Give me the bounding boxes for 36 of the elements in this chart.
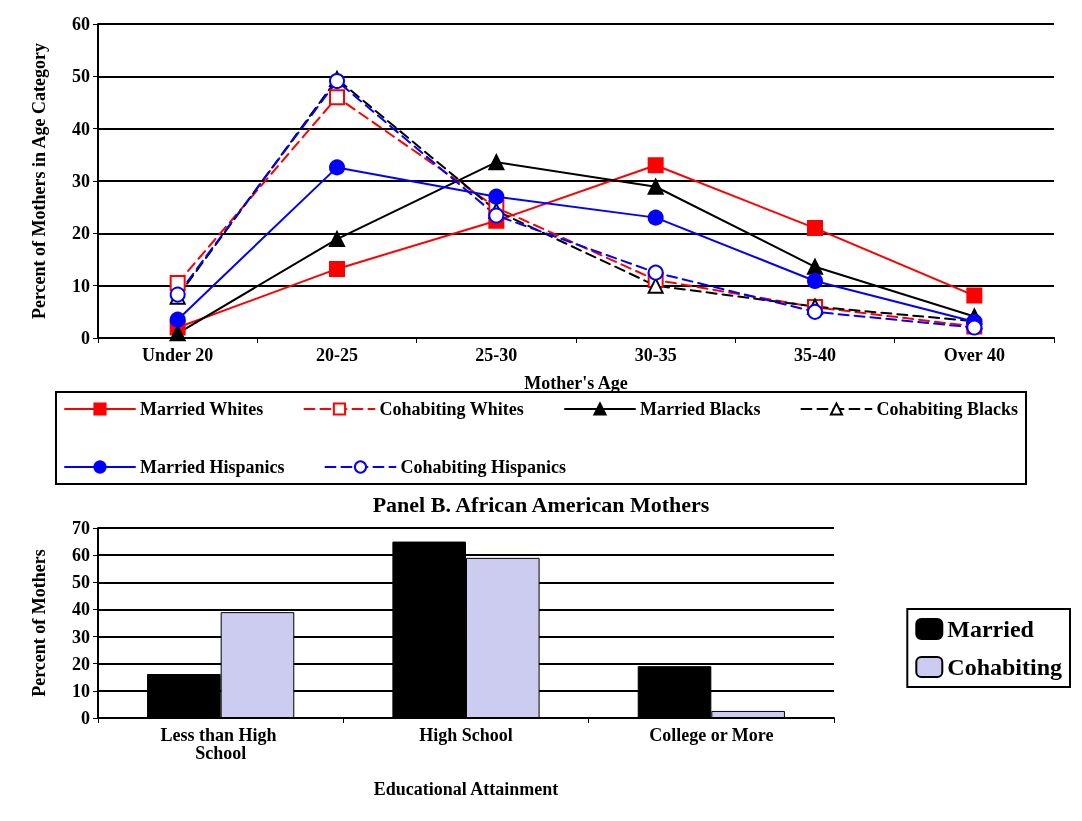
y-tick-label: 40 — [72, 118, 90, 139]
y-tick-label: 30 — [72, 626, 90, 647]
y-axis-title: Percent of Mothers — [29, 549, 49, 697]
y-tick-label: 60 — [72, 545, 90, 566]
y-tick-label: 10 — [72, 680, 90, 701]
y-tick-label: 50 — [72, 66, 90, 87]
legend-label: Cohabiting Hispanics — [400, 457, 567, 477]
y-tick-label: 20 — [72, 653, 90, 674]
x-tick-label: 20-25 — [316, 345, 358, 365]
legend-label: Married — [947, 616, 1035, 642]
y-tick-label: 30 — [72, 171, 90, 191]
y-tick-label: 0 — [81, 328, 90, 348]
y-tick-label: 40 — [72, 599, 90, 620]
x-tick-label: High School — [419, 725, 513, 745]
x-tick-label: College or More — [649, 725, 774, 745]
x-tick-label: Over 40 — [943, 345, 1005, 365]
y-tick-label: 70 — [72, 518, 90, 538]
legend-label: Cohabiting Whites — [379, 399, 524, 419]
x-tick-label: 30-35 — [634, 345, 677, 365]
x-axis-title: Educational Attainment — [373, 779, 559, 799]
y-tick-label: 50 — [72, 572, 90, 593]
y-axis-title: Percent of Mothers in Age Category — [29, 42, 49, 320]
legend-label: Cohabiting — [947, 654, 1062, 680]
legend-label: Married Whites — [139, 399, 264, 419]
legend-label: Married Hispanics — [139, 457, 285, 477]
y-tick-label: 20 — [72, 223, 90, 244]
legend-label: Cohabiting Blacks — [876, 399, 1019, 419]
chart-title: Panel B. African American Mothers — [372, 491, 710, 517]
y-tick-label: 0 — [81, 708, 90, 728]
legend-label: Married Blacks — [639, 399, 761, 419]
y-tick-label: 10 — [72, 275, 90, 296]
x-tick-label: 35-40 — [794, 345, 836, 365]
y-tick-label: 60 — [72, 14, 90, 34]
x-tick-label: Less than High School — [160, 725, 281, 763]
x-tick-label: 25-30 — [475, 345, 518, 365]
x-tick-label: Under 20 — [142, 345, 214, 365]
